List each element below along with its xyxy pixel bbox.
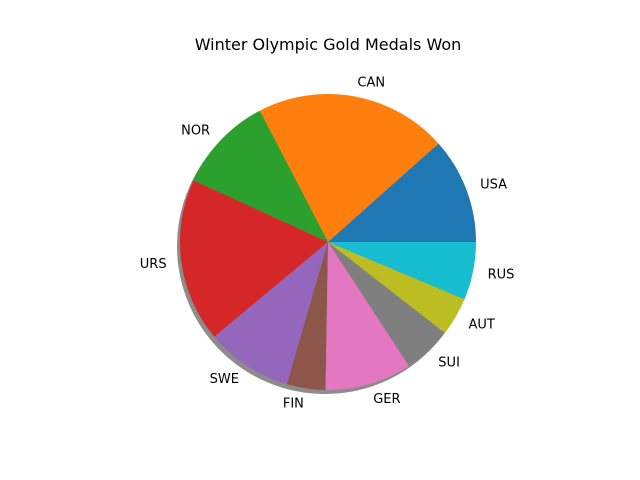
slice-label-urs: URS [140, 257, 167, 272]
slice-label-fin: FIN [283, 397, 304, 412]
slice-label-ger: GER [373, 392, 400, 407]
slice-label-sui: SUI [438, 355, 460, 370]
slice-label-swe: SWE [210, 372, 239, 387]
pie-labels: USA CAN NOR URS SWE FIN GER SUI AUT RUS [140, 75, 515, 411]
pie-slices [180, 94, 476, 391]
pie-slice-sui [328, 242, 445, 366]
pie-slice-ger [325, 242, 409, 391]
slice-label-aut: AUT [469, 318, 495, 333]
pie-slice-can [259, 94, 439, 243]
slice-label-rus: RUS [488, 268, 515, 283]
slice-label-nor: NOR [181, 123, 210, 138]
slice-label-can: CAN [357, 75, 385, 90]
pie-slice-swe [214, 242, 328, 385]
pie-slice-urs [180, 180, 328, 337]
slice-label-usa: USA [480, 178, 507, 193]
chart-title: Winter Olympic Gold Medals Won [195, 35, 462, 54]
pie-slice-usa [328, 143, 476, 242]
pie-slice-rus [328, 242, 476, 300]
pie-slice-fin [286, 242, 328, 390]
pie-slice-aut [328, 242, 465, 333]
pie-slice-nor [193, 110, 328, 242]
